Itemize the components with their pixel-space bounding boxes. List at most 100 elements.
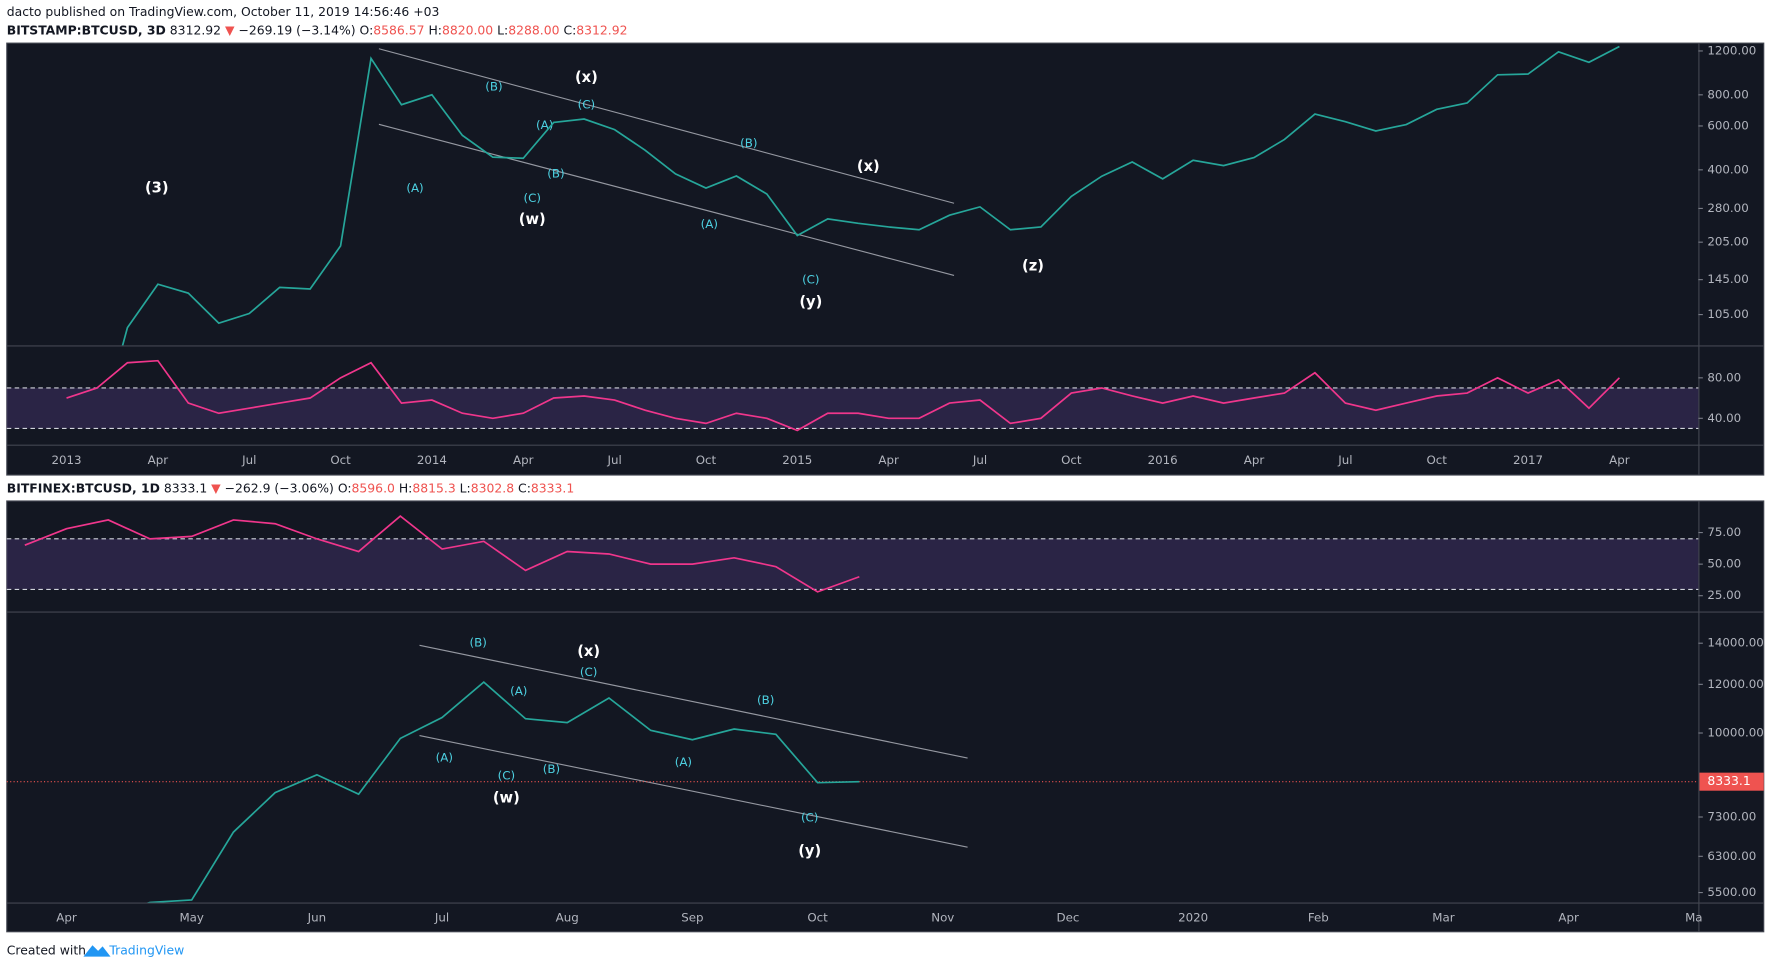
- x-tick-label: Oct: [330, 453, 351, 467]
- x-tick-label: Apr: [1609, 453, 1630, 467]
- wave-label: (z): [1022, 257, 1044, 274]
- x-tick-label: Oct: [1426, 453, 1447, 467]
- x-tick-label: May: [179, 911, 203, 925]
- x-tick-label: Apr: [1558, 911, 1579, 925]
- x-tick-label: 2015: [782, 453, 812, 467]
- rsi-line: [24, 514, 860, 593]
- x-tick-label: Jul: [241, 453, 256, 467]
- y-tick-label: 400.00: [1707, 162, 1748, 176]
- x-tick-label: 2016: [1148, 453, 1178, 467]
- y-tick-label: 6300.00: [1707, 849, 1756, 863]
- channel-line: [419, 644, 968, 759]
- footer-brand[interactable]: TradingView: [108, 942, 184, 957]
- wave-label: (y): [798, 843, 821, 860]
- rsi-line: [66, 359, 1620, 432]
- wave-label: (A): [436, 751, 453, 765]
- wave-label: (C): [801, 810, 819, 824]
- price-line: [121, 45, 1620, 346]
- logo-icon: [83, 945, 111, 957]
- wave-label: (x): [577, 643, 600, 660]
- x-tick-label: Apr: [56, 911, 77, 925]
- rsi-band: [6, 387, 1699, 429]
- wave-label: (B): [469, 636, 486, 650]
- x-tick-label: Jul: [972, 453, 987, 467]
- wave-label: (B): [485, 80, 502, 94]
- wave-label: (C): [578, 98, 596, 112]
- legend: BITSTAMP:BTCUSD, 3D 8312.92 ▼ −269.19 (−…: [7, 22, 628, 37]
- y-tick-label: 50.00: [1707, 557, 1741, 571]
- y-tick-label: 5500.00: [1707, 885, 1756, 899]
- channel-line: [378, 48, 955, 204]
- x-tick-label: Sep: [681, 911, 703, 925]
- y-tick-label: 1200.00: [1707, 43, 1756, 57]
- wave-label: (A): [675, 755, 692, 769]
- wave-label: (C): [498, 769, 516, 783]
- rsi-band: [6, 538, 1699, 590]
- wave-label: (A): [406, 181, 423, 195]
- x-tick-label: Aug: [556, 911, 579, 925]
- bottom-panel: [6, 500, 1765, 933]
- wave-label: (B): [740, 136, 757, 150]
- y-tick-label: 10000.00: [1707, 726, 1763, 740]
- wave-label: (w): [493, 790, 520, 807]
- wave-label: (x): [575, 69, 598, 86]
- x-tick-label: Oct: [807, 911, 828, 925]
- x-tick-label: Jul: [606, 453, 621, 467]
- wave-label: (B): [547, 166, 564, 180]
- x-tick-label: Dec: [1056, 911, 1079, 925]
- byline: dacto published on TradingView.com, Octo…: [7, 4, 440, 19]
- wave-label: (A): [510, 684, 527, 698]
- x-tick-label: 2017: [1513, 453, 1543, 467]
- x-tick-label: 2013: [51, 453, 81, 467]
- top-panel: [6, 42, 1765, 476]
- x-tick-label: 2020: [1178, 911, 1208, 925]
- y-tick-label: 12000.00: [1707, 677, 1763, 691]
- channel-line: [419, 734, 968, 848]
- wave-label: (3): [145, 180, 169, 197]
- price-line: [147, 680, 860, 903]
- y-tick-label: 145.00: [1707, 272, 1748, 286]
- y-tick-label: 75.00: [1707, 525, 1741, 539]
- channel-line: [378, 123, 955, 276]
- y-tick-label: 800.00: [1707, 87, 1748, 101]
- y-tick-label: 205.00: [1707, 235, 1748, 249]
- wave-label: (A): [701, 217, 718, 231]
- last-price-label: 8333.1: [1707, 773, 1750, 788]
- x-tick-label: Jun: [307, 911, 326, 925]
- legend: BITFINEX:BTCUSD, 1D 8333.1 ▼ −262.9 (−3.…: [7, 480, 574, 495]
- x-tick-label: Apr: [1244, 453, 1265, 467]
- x-tick-label: Nov: [931, 911, 954, 925]
- wave-labels: (3) (A) (B) (C) (w) (A) (B) (C) (x) (A) …: [145, 69, 1044, 860]
- y-tick-label: 14000.00: [1707, 636, 1763, 650]
- x-tick-label: Jul: [1337, 453, 1352, 467]
- y-tick-label: 280.00: [1707, 201, 1748, 215]
- y-tick-label: 80.00: [1707, 370, 1741, 384]
- y-tick-label: 7300.00: [1707, 809, 1756, 823]
- x-tick-label: 2014: [417, 453, 447, 467]
- footer-text: Created with: [7, 942, 86, 957]
- x-tick-label: Apr: [148, 453, 169, 467]
- x-tick-label: Apr: [513, 453, 534, 467]
- y-tick-label: 25.00: [1707, 588, 1741, 602]
- y-tick-label: 600.00: [1707, 118, 1748, 132]
- wave-label: (C): [580, 665, 598, 679]
- x-tick-label: Jul: [434, 911, 449, 925]
- y-tick-label: 105.00: [1707, 307, 1748, 321]
- last-price-tag: [1699, 772, 1764, 791]
- x-tick-label: Oct: [696, 453, 717, 467]
- wave-label: (y): [799, 294, 822, 311]
- x-tick-label: Mar: [1432, 911, 1454, 925]
- wave-label: (B): [543, 762, 560, 776]
- wave-label: (x): [857, 158, 880, 175]
- x-tick-label: Ma: [1685, 911, 1702, 925]
- y-tick-label: 40.00: [1707, 411, 1741, 425]
- wave-label: (C): [802, 272, 820, 286]
- wave-label: (B): [757, 693, 774, 707]
- x-tick-label: Feb: [1308, 911, 1329, 925]
- wave-label: (C): [524, 191, 542, 205]
- wave-label: (w): [519, 211, 546, 228]
- x-tick-label: Apr: [878, 453, 899, 467]
- x-tick-label: Oct: [1061, 453, 1082, 467]
